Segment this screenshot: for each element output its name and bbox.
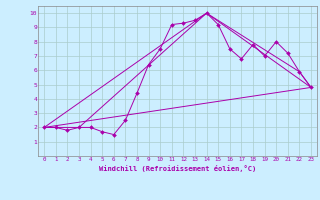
X-axis label: Windchill (Refroidissement éolien,°C): Windchill (Refroidissement éolien,°C) [99,165,256,172]
